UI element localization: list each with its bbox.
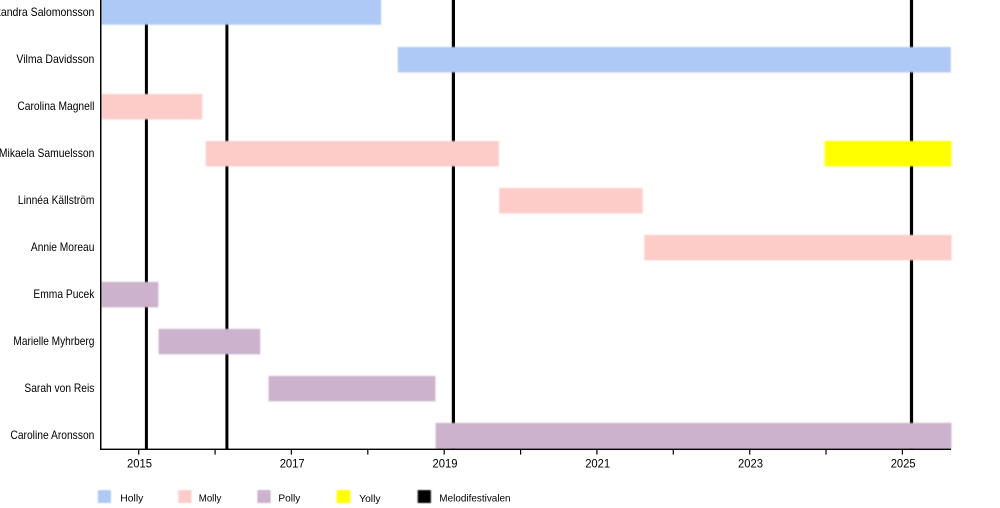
svg-text:Molly: Molly bbox=[199, 493, 222, 505]
svg-text:Caroline Aronsson: Caroline Aronsson bbox=[10, 428, 94, 442]
svg-text:2025: 2025 bbox=[891, 456, 916, 470]
svg-text:Annie Moreau: Annie Moreau bbox=[31, 240, 95, 254]
svg-text:Linnéa Källström: Linnéa Källström bbox=[18, 193, 95, 207]
svg-text:2017: 2017 bbox=[280, 456, 305, 470]
svg-text:2021: 2021 bbox=[585, 456, 610, 470]
svg-text:Yolly: Yolly bbox=[359, 493, 381, 505]
svg-text:Vilma Davidsson: Vilma Davidsson bbox=[16, 52, 94, 66]
svg-text:2019: 2019 bbox=[433, 456, 458, 470]
svg-text:Melodifestivalen: Melodifestivalen bbox=[439, 493, 510, 505]
svg-text:Emma Pucek: Emma Pucek bbox=[33, 287, 95, 301]
svg-text:Marielle Myhrberg: Marielle Myhrberg bbox=[13, 334, 94, 348]
svg-text:Polly: Polly bbox=[278, 493, 301, 505]
svg-text:Carolina Magnell: Carolina Magnell bbox=[17, 99, 94, 113]
svg-text:Alexandra Salomonsson: Alexandra Salomonsson bbox=[0, 5, 94, 19]
svg-text:2023: 2023 bbox=[738, 456, 763, 470]
svg-text:2015: 2015 bbox=[127, 456, 152, 470]
svg-text:Mikaela Samuelsson: Mikaela Samuelsson bbox=[0, 146, 94, 160]
svg-text:Holly: Holly bbox=[120, 493, 144, 505]
svg-text:Sarah von Reis: Sarah von Reis bbox=[24, 381, 94, 395]
